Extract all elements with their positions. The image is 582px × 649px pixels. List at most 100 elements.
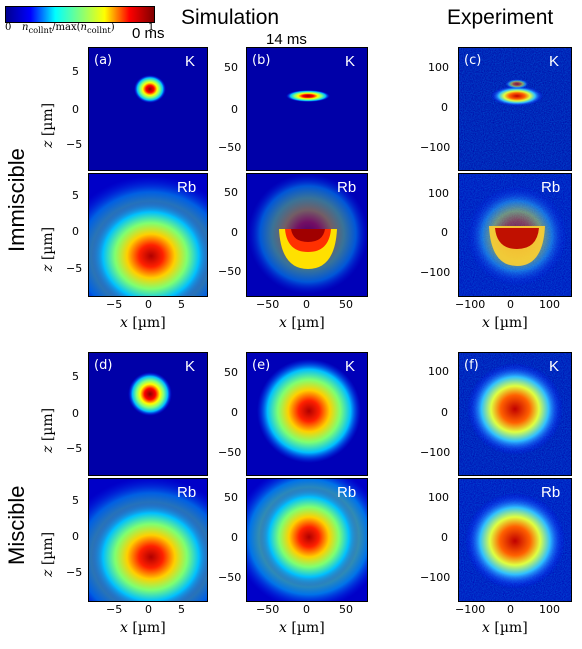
species-label-k: K [185,358,196,375]
z-tick: 0 [441,101,448,114]
panel-label-e: (e) [252,358,271,373]
panel-f-rb-experiment: Rb [458,478,572,602]
species-label-rb: Rb [337,179,357,196]
species-label-k: K [185,53,196,70]
z-tick: −100 [420,446,451,459]
colorbar [5,6,155,23]
z-tick: 5 [72,494,79,507]
panel-c-rb-experiment: Rb [458,173,572,297]
z-tick: 5 [72,189,79,202]
z-tick: 5 [72,65,79,78]
species-label-k: K [345,53,356,70]
x-tick: −5 [106,298,123,311]
x-tick: 100 [539,603,560,616]
z-tick: 50 [224,186,238,199]
z-tick: 100 [428,365,449,378]
x-axis-label: x [µm] [120,315,166,331]
z-tick: 0 [72,407,79,420]
panel-e-k-sim-14ms: (e) K [246,352,368,476]
colorbar-max: 1 [148,22,155,33]
z-tick: 0 [441,406,448,419]
z-tick: 100 [428,187,449,200]
panel-d-k-sim-0ms: (d) K [88,352,208,476]
species-label-rb: Rb [337,484,357,501]
z-tick: 0 [441,226,448,239]
z-tick: −100 [420,571,451,584]
x-axis-label: x [µm] [279,620,325,636]
x-tick: 0 [145,298,152,311]
z-tick: 50 [224,366,238,379]
z-tick: 0 [441,531,448,544]
z-tick: −5 [66,566,83,579]
colorbar-min: 0 [5,22,12,33]
z-tick: 0 [72,530,79,543]
x-tick: 5 [178,603,185,616]
x-axis-label: x [µm] [279,315,325,331]
panel-f-k-experiment: (f) K [458,352,572,476]
species-label-k: K [549,358,560,375]
panel-label-d: (d) [94,358,113,373]
x-tick: −50 [256,603,280,616]
colorbar-label: ncollnt/max(ncollnt) [22,22,115,35]
panel-label-c: (c) [464,53,482,68]
z-tick: 0 [72,225,79,238]
panel-b-k-sim-14ms: (b) K [246,47,368,171]
z-tick: −50 [218,571,242,584]
species-label-rb: Rb [541,484,561,501]
z-tick: −50 [218,265,242,278]
row-label-miscible: Miscible [4,485,29,565]
x-tick: 0 [507,298,514,311]
x-tick: 0 [303,603,310,616]
panel-label-a: (a) [94,53,113,68]
species-label-k: K [345,358,356,375]
panel-c-k-experiment: (c) K [458,47,572,171]
species-label-rb: Rb [541,179,561,196]
x-tick: −100 [455,298,486,311]
x-tick: 50 [339,298,353,311]
species-label-k: K [549,53,560,70]
z-tick: −5 [66,262,83,275]
time-label-0ms: 0 ms [132,25,165,42]
time-label-14ms: 14 ms [266,31,307,48]
x-tick: 5 [178,298,185,311]
x-axis-label: x [µm] [482,315,528,331]
simulation-header: Simulation [181,6,280,29]
panel-e-rb-sim-14ms: Rb [246,478,368,602]
z-tick: 0 [231,406,238,419]
z-tick: −100 [420,266,451,279]
x-tick: 0 [507,603,514,616]
z-tick: 100 [428,61,449,74]
z-tick: 100 [428,491,449,504]
row-label-immiscible: Immiscible [4,148,29,252]
panel-a-k-sim-0ms: (a) K [88,47,208,171]
z-tick: −50 [218,446,242,459]
z-tick: 50 [224,61,238,74]
z-tick: −5 [66,138,83,151]
x-tick: 0 [303,298,310,311]
experiment-header: Experiment [447,6,554,29]
panel-b-rb-sim-14ms: Rb [246,173,368,297]
x-axis-label: x [µm] [482,620,528,636]
x-tick: −5 [106,603,123,616]
z-tick: 5 [72,370,79,383]
x-tick: −50 [256,298,280,311]
z-tick: −5 [66,442,83,455]
panel-d-rb-sim-0ms: Rb [88,478,208,602]
panel-a-rb-sim-0ms: Rb [88,173,208,297]
z-tick: −100 [420,141,451,154]
panel-label-b: (b) [252,53,271,68]
z-tick: 0 [231,103,238,116]
z-tick: 50 [224,491,238,504]
species-label-rb: Rb [177,484,197,501]
z-tick: 0 [231,226,238,239]
z-axis-label: z [µm] [40,102,56,148]
x-tick: 50 [339,603,353,616]
species-label-rb: Rb [177,179,197,196]
z-tick: 0 [72,103,79,116]
z-tick: −50 [218,141,242,154]
z-axis-label: z [µm] [40,531,56,577]
z-axis-label: z [µm] [40,407,56,453]
x-axis-label: x [µm] [120,620,166,636]
z-tick: 0 [231,531,238,544]
x-tick: −100 [455,603,486,616]
